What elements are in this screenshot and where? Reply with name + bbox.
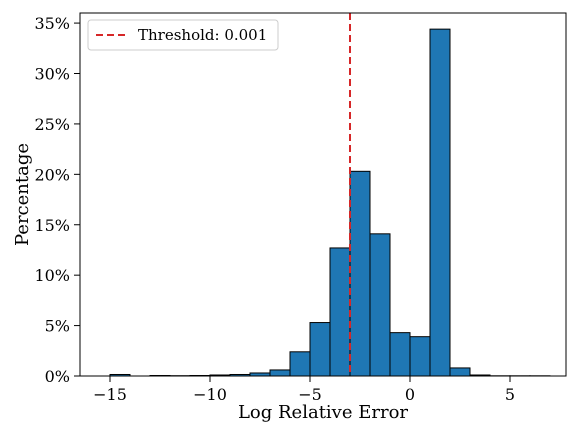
legend-threshold-label: Threshold: 0.001 [138,26,267,44]
histogram-bar [410,337,430,376]
x-tick-label: 5 [505,385,515,404]
histogram-bar [310,323,330,376]
x-tick-label: −15 [93,385,127,404]
y-tick-label: 5% [45,317,70,336]
histogram-bar [390,333,410,376]
histogram-bar [330,248,350,376]
y-tick-label: 0% [45,367,70,386]
y-axis-ticks: 0% 5% 10% 15% 20% 25% 30% 35% [34,14,80,386]
y-tick-label: 10% [34,266,70,285]
y-tick-label: 15% [34,216,70,235]
y-tick-label: 30% [34,65,70,84]
y-axis-label: Percentage [12,143,33,246]
histogram-bar [370,234,390,376]
plot-area [80,13,566,376]
y-tick-label: 35% [34,14,70,33]
x-axis-label: Log Relative Error [238,402,408,423]
x-tick-label: −10 [193,385,227,404]
histogram-bar [350,171,370,376]
histogram-bar [450,368,470,376]
legend: Threshold: 0.001 [88,20,278,50]
histogram-bar [270,370,290,376]
histogram-bar [290,352,310,376]
histogram-bar [430,29,450,376]
y-tick-label: 25% [34,115,70,134]
y-tick-label: 20% [34,165,70,184]
